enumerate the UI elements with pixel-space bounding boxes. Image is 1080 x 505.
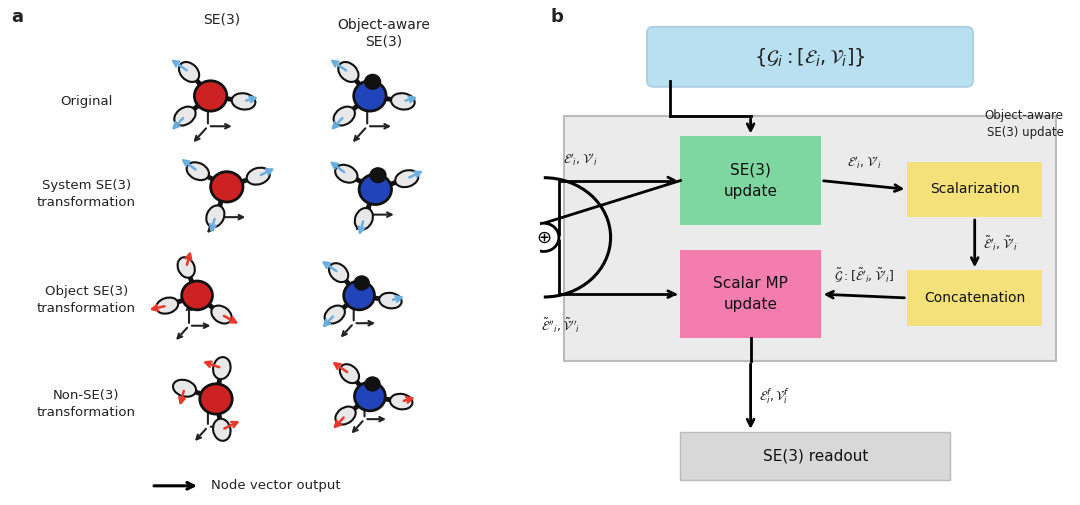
Ellipse shape bbox=[232, 93, 255, 110]
Ellipse shape bbox=[336, 407, 355, 425]
Ellipse shape bbox=[354, 208, 373, 230]
Text: $\tilde{\mathcal{E}}'_i,\tilde{\mathcal{V}}'_i$: $\tilde{\mathcal{E}}'_i,\tilde{\mathcal{… bbox=[983, 234, 1017, 253]
Text: SE(3)
update: SE(3) update bbox=[724, 163, 778, 198]
Ellipse shape bbox=[334, 107, 355, 126]
Text: $\tilde{\mathcal{G}}:[\tilde{\mathcal{E}}'_i,\tilde{\mathcal{V}}'_i]$: $\tilde{\mathcal{G}}:[\tilde{\mathcal{E}… bbox=[834, 267, 894, 285]
Circle shape bbox=[369, 167, 387, 183]
Ellipse shape bbox=[395, 170, 418, 187]
Circle shape bbox=[353, 275, 369, 291]
Circle shape bbox=[359, 174, 391, 205]
Ellipse shape bbox=[390, 394, 413, 410]
Ellipse shape bbox=[246, 168, 270, 185]
Text: Object-aware
SE(3): Object-aware SE(3) bbox=[337, 18, 430, 49]
FancyBboxPatch shape bbox=[680, 432, 950, 480]
Text: $\mathcal{E}'_i,\mathcal{V}'_i$: $\mathcal{E}'_i,\mathcal{V}'_i$ bbox=[847, 155, 881, 172]
Ellipse shape bbox=[379, 293, 402, 309]
FancyBboxPatch shape bbox=[680, 136, 821, 225]
Text: Non-SE(3)
transformation: Non-SE(3) transformation bbox=[37, 389, 136, 419]
Text: Concatenation: Concatenation bbox=[924, 291, 1025, 305]
Text: System SE(3)
transformation: System SE(3) transformation bbox=[37, 179, 136, 210]
Text: Node vector output: Node vector output bbox=[211, 479, 340, 492]
Ellipse shape bbox=[212, 306, 231, 324]
Circle shape bbox=[529, 223, 559, 251]
Ellipse shape bbox=[391, 93, 415, 110]
Circle shape bbox=[354, 81, 387, 111]
Circle shape bbox=[194, 81, 227, 111]
Text: SE(3) readout: SE(3) readout bbox=[762, 448, 868, 463]
FancyBboxPatch shape bbox=[907, 162, 1042, 217]
Circle shape bbox=[181, 281, 213, 310]
Text: a: a bbox=[11, 8, 23, 26]
Text: SE(3): SE(3) bbox=[203, 13, 240, 27]
Text: Original: Original bbox=[60, 94, 112, 108]
Text: Scalarization: Scalarization bbox=[930, 182, 1020, 196]
Text: Scalar MP
update: Scalar MP update bbox=[713, 276, 788, 312]
Ellipse shape bbox=[335, 165, 357, 183]
FancyBboxPatch shape bbox=[647, 27, 973, 87]
Ellipse shape bbox=[213, 419, 230, 441]
Ellipse shape bbox=[329, 263, 348, 282]
Ellipse shape bbox=[177, 257, 194, 278]
Ellipse shape bbox=[340, 364, 359, 383]
FancyBboxPatch shape bbox=[564, 116, 1055, 361]
Ellipse shape bbox=[338, 62, 359, 82]
Text: b: b bbox=[551, 8, 564, 26]
Ellipse shape bbox=[325, 306, 345, 324]
Ellipse shape bbox=[174, 107, 195, 126]
Circle shape bbox=[364, 376, 380, 392]
Ellipse shape bbox=[157, 297, 178, 314]
Text: Object SE(3)
transformation: Object SE(3) transformation bbox=[37, 285, 136, 316]
Text: Object-aware
SE(3) update: Object-aware SE(3) update bbox=[985, 109, 1064, 139]
Text: $\tilde{\mathcal{E}}''_i,\tilde{\mathcal{V}}''_i$: $\tilde{\mathcal{E}}''_i,\tilde{\mathcal… bbox=[541, 317, 580, 335]
Text: $\mathcal{E}^f_i,\mathcal{V}^f_i$: $\mathcal{E}^f_i,\mathcal{V}^f_i$ bbox=[759, 387, 789, 406]
Circle shape bbox=[354, 382, 386, 411]
Ellipse shape bbox=[213, 357, 230, 379]
Circle shape bbox=[200, 384, 232, 414]
Circle shape bbox=[343, 281, 375, 310]
Ellipse shape bbox=[206, 206, 225, 227]
Ellipse shape bbox=[187, 162, 208, 180]
Text: $\mathcal{E}'_i,\mathcal{V}'_i$: $\mathcal{E}'_i,\mathcal{V}'_i$ bbox=[563, 152, 597, 168]
Ellipse shape bbox=[179, 62, 199, 82]
FancyBboxPatch shape bbox=[680, 250, 821, 338]
Text: $\{\mathcal{G}_i:[\mathcal{E}_i,\mathcal{V}_i]\}$: $\{\mathcal{G}_i:[\mathcal{E}_i,\mathcal… bbox=[754, 46, 866, 68]
Ellipse shape bbox=[173, 380, 197, 397]
FancyBboxPatch shape bbox=[907, 270, 1042, 326]
Text: $\oplus$: $\oplus$ bbox=[536, 228, 552, 246]
Circle shape bbox=[364, 74, 381, 90]
Circle shape bbox=[211, 172, 243, 202]
